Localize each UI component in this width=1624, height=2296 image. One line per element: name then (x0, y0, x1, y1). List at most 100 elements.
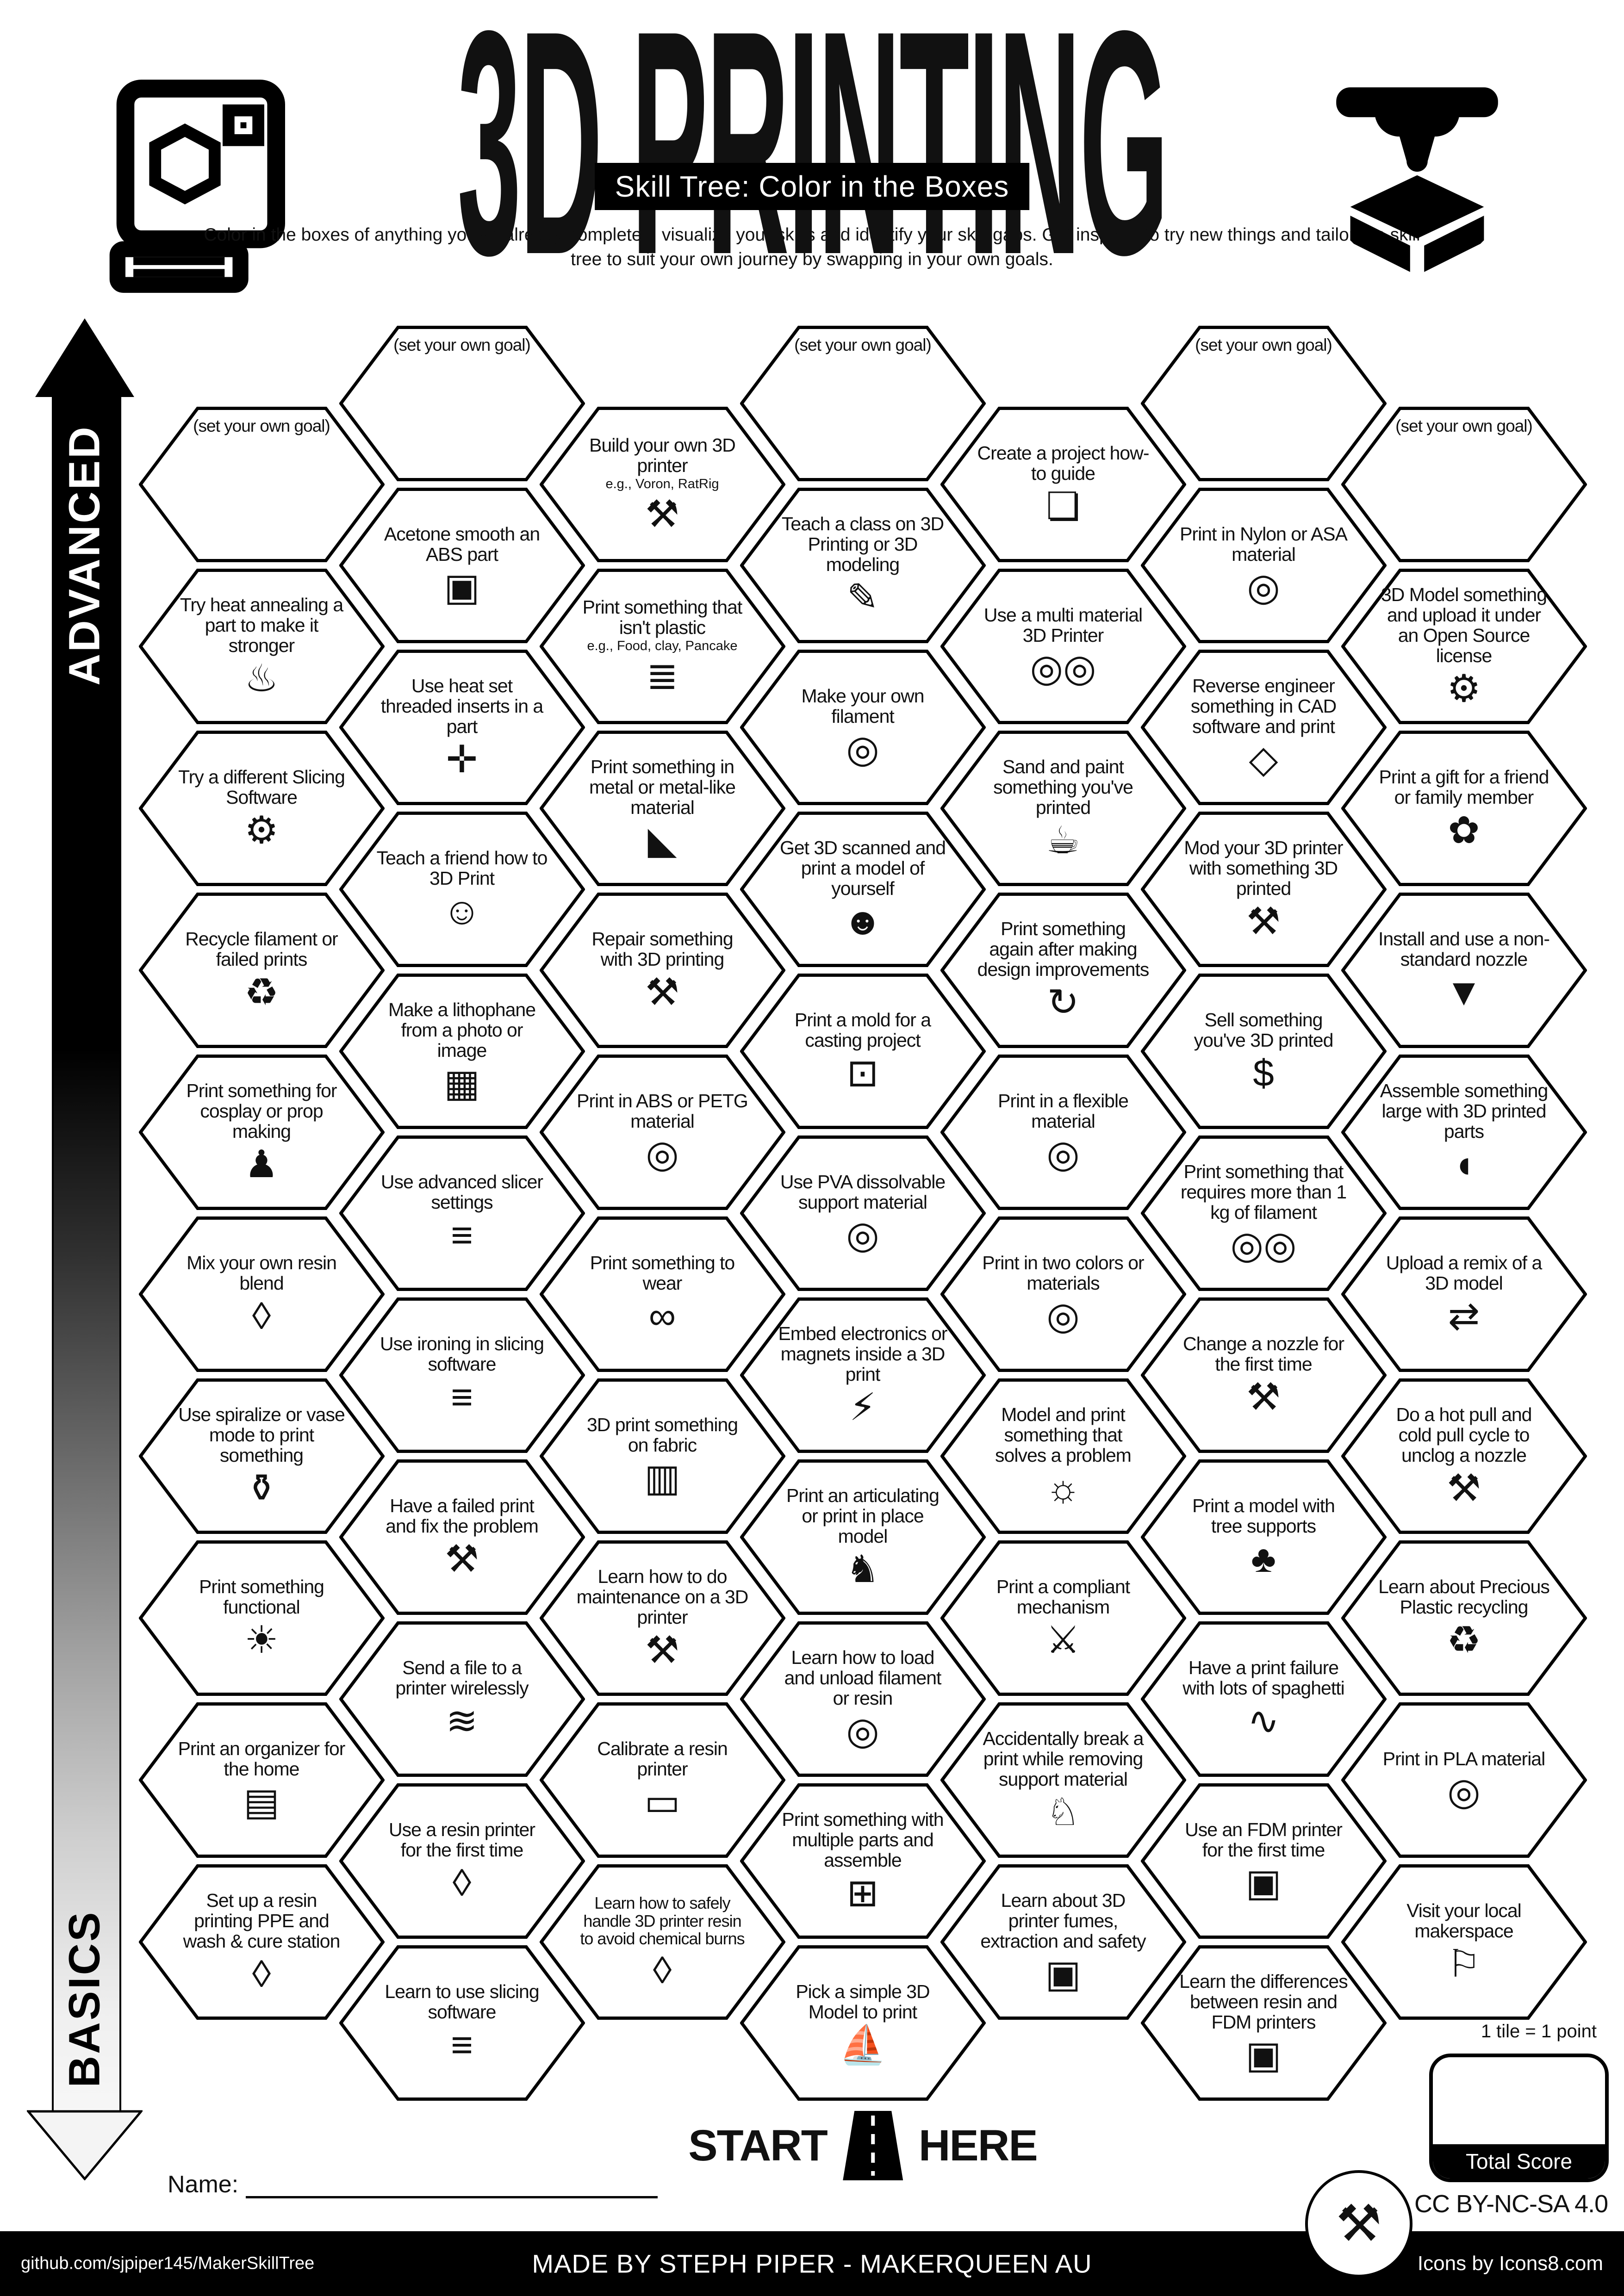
hex-open-source[interactable]: 3D Model something and upload it under a… (1341, 569, 1587, 724)
hex-gift[interactable]: Print a gift for a friend or family memb… (1341, 731, 1587, 886)
hex-label: Print an organizer for the home (178, 1738, 346, 1780)
hex-goal-2[interactable]: (set your own goal) (339, 326, 585, 481)
hex-load-unload[interactable]: Learn how to load and unload filament or… (740, 1621, 986, 1777)
tools-icon: ⚒ (645, 1629, 679, 1671)
hex-multi-part[interactable]: Print something with multiple parts and … (740, 1783, 986, 1939)
hex-reverse-engineer[interactable]: Reverse engineer something in CAD softwa… (1140, 650, 1387, 805)
hex-assemble-large[interactable]: Assemble something large with 3D printed… (1341, 1055, 1587, 1210)
hex-pva-support[interactable]: Use PVA dissolvable support material ◎ (740, 1136, 986, 1291)
hex-goal-6[interactable]: (set your own goal) (1140, 326, 1387, 481)
hex-mix-resin[interactable]: Mix your own resin blend ◊ (138, 1216, 385, 1372)
hex-mod-printer[interactable]: Mod your 3D printer with something 3D pr… (1140, 812, 1387, 967)
hex-failed-print-fix[interactable]: Have a failed print and fix the problem ⚒ (339, 1459, 585, 1615)
hex-sell-print[interactable]: Sell something you've 3D printed $ (1140, 974, 1387, 1129)
hex-embed-electronics[interactable]: Embed electronics or magnets inside a 3D… (740, 1297, 986, 1453)
hex-functional[interactable]: Print something functional ☀ (138, 1540, 385, 1696)
hex-simple-model[interactable]: Pick a simple 3D Model to print ⛵ (740, 1945, 986, 2101)
hex-casting-mold[interactable]: Print a mold for a casting project ⊡ (740, 974, 986, 1129)
hex-precious-plastic[interactable]: Learn about Precious Plastic recycling ♻ (1341, 1540, 1587, 1696)
hex-label: Model and print something that solves a … (995, 1404, 1132, 1466)
hex-one-kg[interactable]: Print something that requires more than … (1140, 1136, 1387, 1291)
hex-make-filament[interactable]: Make your own filament ◎ (740, 650, 986, 805)
hex-goal-1[interactable]: (set your own goal) (138, 407, 385, 562)
hex-nonstandard-nozzle[interactable]: Install and use a non-standard nozzle ▼ (1341, 893, 1587, 1048)
hex-articulating[interactable]: Print an articulating or print in place … (740, 1459, 986, 1615)
total-score-box[interactable]: Total Score (1429, 2054, 1609, 2182)
hex-heat-set-inserts[interactable]: Use heat set threaded inserts in a part ✛ (339, 650, 585, 805)
mold-icon: ⊡ (846, 1052, 879, 1094)
hex-ironing[interactable]: Use ironing in slicing software ≡ (339, 1297, 585, 1453)
hex-sand-paint[interactable]: Sand and paint something you've printed ☕ (940, 731, 1186, 886)
hex-two-colors[interactable]: Print in two colors or materials ◎ (940, 1216, 1186, 1372)
hex-howto-guide[interactable]: Create a project how-to guide ❏ (940, 407, 1186, 562)
hex-teach-class[interactable]: Teach a class on 3D Printing or 3D model… (740, 488, 986, 643)
hex-flexible[interactable]: Print in a flexible material ◎ (940, 1055, 1186, 1210)
hex-scan-yourself[interactable]: Get 3D scanned and print a model of your… (740, 812, 986, 967)
hex-change-nozzle[interactable]: Change a nozzle for the first time ⚒ (1140, 1297, 1387, 1453)
level-arrow (52, 396, 121, 2113)
hex-nylon-asa[interactable]: Print in Nylon or ASA material ◎ (1140, 488, 1387, 643)
hex-hot-cold-pull[interactable]: Do a hot pull and cold pull cycle to unc… (1341, 1378, 1587, 1534)
hex-outline (940, 893, 1186, 1048)
hex-learn-slicing[interactable]: Learn to use slicing software ≡ (339, 1945, 585, 2101)
hex-label: Learn about Precious Plastic recycling (1378, 1576, 1550, 1618)
hex-acetone-smooth[interactable]: Acetone smooth an ABS part ▣ (339, 488, 585, 643)
hex-recycle-filament[interactable]: Recycle filament or failed prints ♻ (138, 893, 385, 1048)
hex-resin-vs-fdm[interactable]: Learn the differences between resin and … (1140, 1945, 1387, 2101)
hex-label: Print something with multiple parts and … (782, 1809, 944, 1871)
github-link[interactable]: github.com/sjpiper145/MakerSkillTree (21, 2253, 315, 2273)
hex-lithophane[interactable]: Make a lithophane from a photo or image ▦ (339, 974, 585, 1129)
hex-label: Make a lithophane from a photo or image (388, 999, 536, 1061)
hex-different-slicer[interactable]: Try a different Slicing Software ⚙ (138, 731, 385, 886)
hex-tree-supports[interactable]: Print a model with tree supports ♣ (1140, 1459, 1387, 1615)
hex-calibrate-resin[interactable]: Calibrate a resin printer ▭ (539, 1702, 785, 1858)
icons8-credit[interactable]: Icons by Icons8.com (1417, 2252, 1603, 2275)
hex-not-plastic[interactable]: Print something that isn't plastic e.g., … (539, 569, 785, 724)
hex-fumes-safety[interactable]: Learn about 3D printer fumes, extraction… (940, 1864, 1186, 2020)
hex-remix[interactable]: Upload a remix of a 3D model ⇄ (1341, 1216, 1587, 1372)
hex-metal-print[interactable]: Print something in metal or metal-like m… (539, 731, 785, 886)
hex-repair[interactable]: Repair something with 3D printing ⚒ (539, 893, 785, 1048)
hex-label: Have a print failure with lots of spaghe… (1182, 1657, 1344, 1699)
hex-pla[interactable]: Print in PLA material ◎ (1341, 1702, 1587, 1858)
hex-outline (740, 488, 986, 643)
hex-fdm-first-time[interactable]: Use an FDM printer for the first time ▣ (1140, 1783, 1387, 1939)
nozzle-icon: ▼ (1445, 971, 1483, 1013)
organizer-icon: ▤ (243, 1781, 280, 1823)
hex-spaghetti[interactable]: Have a print failure with lots of spaghe… (1140, 1621, 1387, 1777)
hex-solve-problem[interactable]: Model and print something that solves a … (940, 1378, 1186, 1534)
hex-organizer[interactable]: Print an organizer for the home ▤ (138, 1702, 385, 1858)
hex-resin-ppe[interactable]: Set up a resin printing PPE and wash & c… (138, 1864, 385, 2020)
name-input[interactable] (246, 2169, 658, 2198)
hex-design-improve[interactable]: Print something again after making desig… (940, 893, 1186, 1048)
hex-spiralize[interactable]: Use spiralize or vase mode to print some… (138, 1378, 385, 1534)
hex-label: Reverse engineer something in CAD softwa… (1190, 675, 1337, 737)
hex-maintenance[interactable]: Learn how to do maintenance on a 3D prin… (539, 1540, 785, 1696)
hex-resin-first-time[interactable]: Use a resin printer for the first time ◊ (339, 1783, 585, 1939)
hex-goal-4[interactable]: (set your own goal) (740, 326, 986, 481)
hex-wearable[interactable]: Print something to wear ∞ (539, 1216, 785, 1372)
hex-multi-material[interactable]: Use a multi material 3D Printer ◎◎ (940, 569, 1186, 724)
hex-outline (1140, 1459, 1387, 1615)
hex-resin-safety[interactable]: Learn how to safely handle 3D printer re… (539, 1864, 785, 2020)
hex-send-wireless[interactable]: Send a file to a printer wirelessly ≋ (339, 1621, 585, 1777)
hex-outline (740, 650, 986, 805)
hex-label: Print something to wear (590, 1252, 735, 1294)
tools-icon: ⚒ (1246, 900, 1281, 943)
hex-heat-annealing[interactable]: Try heat annealing a part to make it str… (138, 569, 385, 724)
hex-abs-petg[interactable]: Print in ABS or PETG material ◎ (539, 1055, 785, 1210)
hex-makerspace[interactable]: Visit your local makerspace ⚐ (1341, 1864, 1587, 2020)
hex-teach-friend[interactable]: Teach a friend how to 3D Print ☺ (339, 812, 585, 967)
hex-compliant[interactable]: Print a compliant mechanism ⚔ (940, 1540, 1186, 1696)
hex-outline (1140, 488, 1387, 643)
hex-cosplay[interactable]: Print something for cosplay or prop maki… (138, 1055, 385, 1210)
hex-label: Change a nozzle for the first time (1183, 1333, 1344, 1375)
hex-advanced-slicer[interactable]: Use advanced slicer settings ≡ (339, 1136, 585, 1291)
hex-build-printer[interactable]: Build your own 3D printer e.g., Voron, Ra… (539, 407, 785, 562)
hex-on-fabric[interactable]: 3D print something on fabric ▥ (539, 1378, 785, 1534)
hex-label: (set your own goal) (794, 335, 932, 354)
hex-outline (1140, 650, 1387, 805)
hex-goal-7[interactable]: (set your own goal) (1341, 407, 1587, 562)
hex-break-print[interactable]: Accidentally break a print while removin… (940, 1702, 1186, 1858)
hex-outline (339, 812, 585, 967)
